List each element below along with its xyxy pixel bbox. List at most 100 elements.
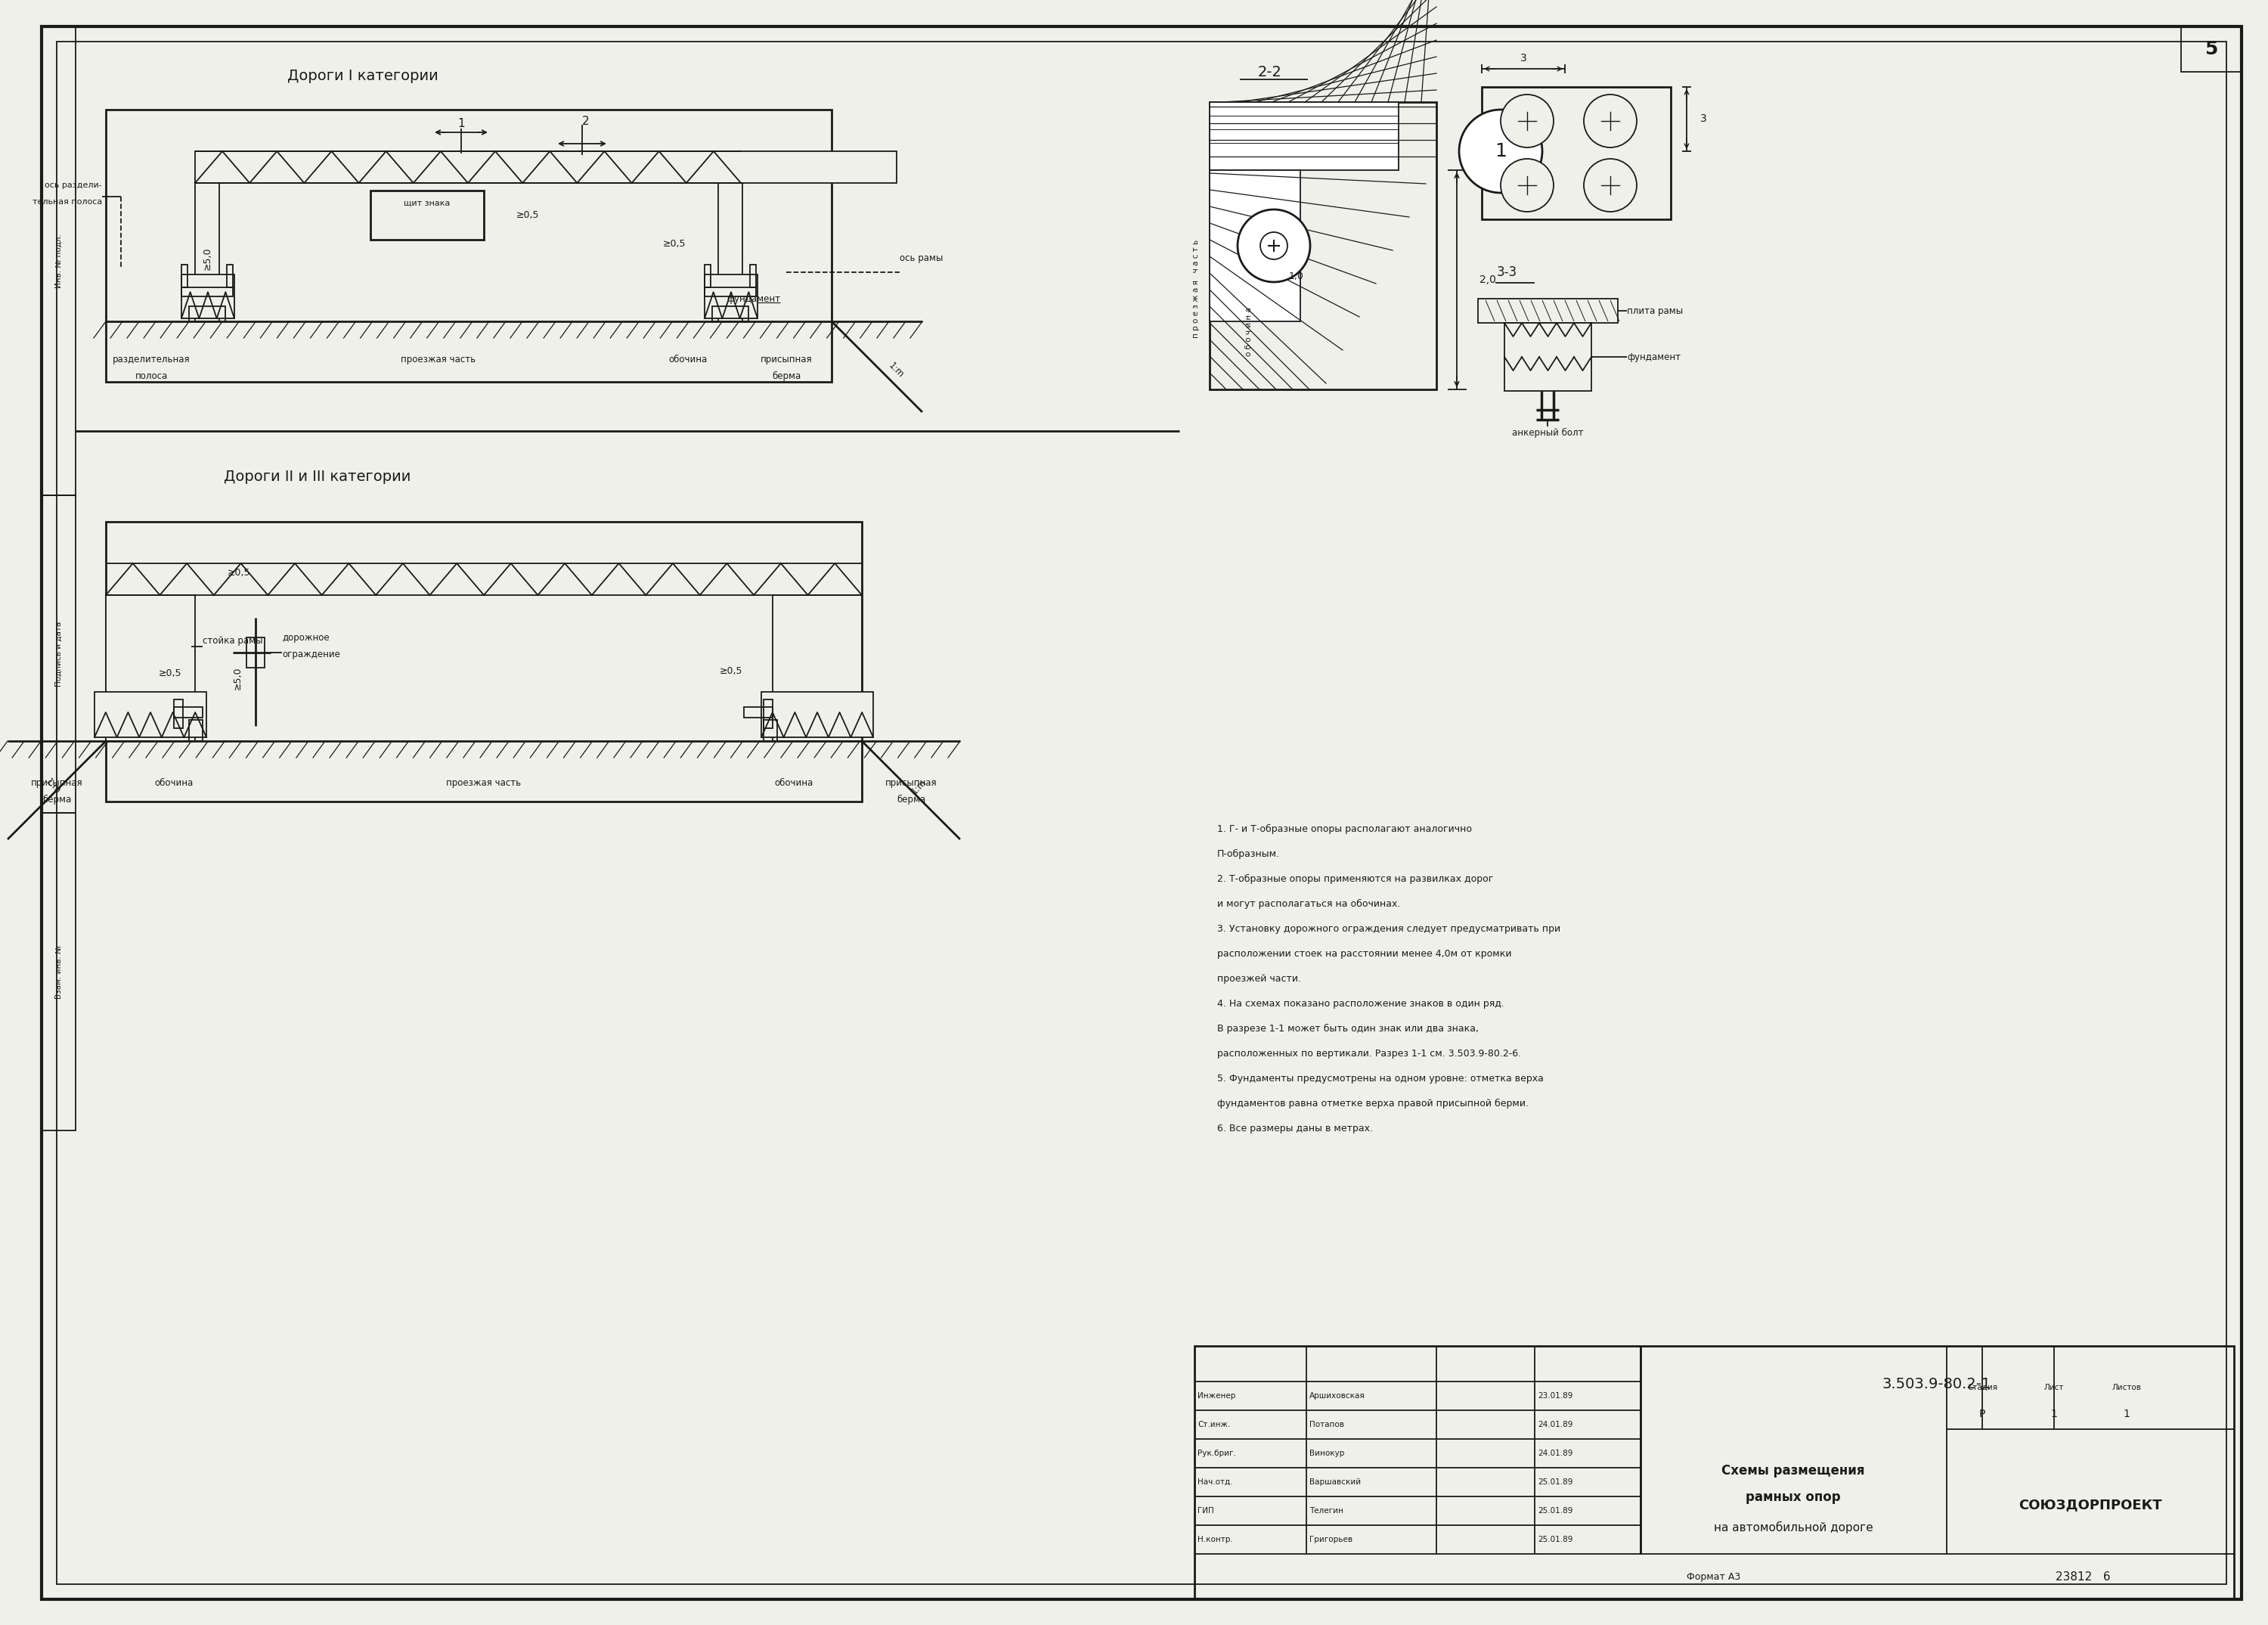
Bar — [188, 720, 202, 741]
Text: ограждение: ограждение — [281, 648, 340, 660]
Text: разделительная: разделительная — [113, 354, 191, 364]
Text: 2. Т-образные опоры применяются на развилках дорог: 2. Т-образные опоры применяются на разви… — [1218, 874, 1492, 884]
Text: 2: 2 — [583, 115, 590, 127]
Bar — [107, 595, 195, 741]
Bar — [1504, 323, 1592, 392]
Text: Нач.отд.: Нач.отд. — [1198, 1479, 1234, 1485]
Text: 1: 1 — [2123, 1409, 2130, 1419]
Text: Дороги I категории: Дороги I категории — [288, 68, 438, 83]
Text: стойка рамы: стойка рамы — [202, 635, 263, 645]
Bar — [41, 26, 75, 496]
Text: ось рамы: ось рамы — [900, 253, 943, 263]
Bar — [2182, 26, 2241, 72]
Text: Аршиховская: Аршиховская — [1309, 1393, 1365, 1399]
Text: обочина: обочина — [669, 354, 708, 364]
Bar — [181, 265, 188, 288]
Text: обочина: обочина — [773, 778, 814, 788]
Bar — [175, 707, 202, 718]
Bar — [773, 595, 862, 741]
Text: Рук.бриг.: Рук.бриг. — [1198, 1450, 1236, 1458]
Text: Потапов: Потапов — [1309, 1420, 1345, 1428]
Bar — [762, 692, 873, 738]
Text: полоса: полоса — [134, 371, 168, 380]
Text: Листов: Листов — [2112, 1384, 2141, 1391]
Text: берма: берма — [771, 371, 801, 380]
Bar — [41, 812, 75, 1131]
Bar — [195, 184, 220, 322]
Bar — [764, 699, 773, 728]
Bar — [1195, 1346, 2234, 1599]
Text: 1: 1 — [458, 117, 465, 128]
Text: В разрезе 1-1 может быть один знак или два знака,: В разрезе 1-1 может быть один знак или д… — [1218, 1024, 1479, 1034]
Text: Григорьев: Григорьев — [1309, 1536, 1352, 1544]
Circle shape — [1583, 94, 1637, 148]
Text: Инженер: Инженер — [1198, 1393, 1236, 1399]
Text: 1: 1 — [1495, 141, 1506, 161]
Text: 23.01.89: 23.01.89 — [1538, 1393, 1572, 1399]
Text: 5. Фундаменты предусмотрены на одном уровне: отметка верха: 5. Фундаменты предусмотрены на одном уро… — [1218, 1074, 1545, 1084]
Text: ≥0,5: ≥0,5 — [517, 210, 540, 219]
Text: п р о е з ж а я   ч а с т ь: п р о е з ж а я ч а с т ь — [1193, 239, 1200, 338]
Text: 25.01.89: 25.01.89 — [1538, 1536, 1572, 1544]
Bar — [95, 692, 206, 738]
Text: расположенных по вертикали. Разрез 1-1 см. 3.503.9-80.2-6.: расположенных по вертикали. Разрез 1-1 с… — [1218, 1048, 1522, 1058]
Text: о б о ч и н а: о б о ч и н а — [1245, 307, 1252, 356]
Bar — [1209, 102, 1436, 390]
Bar — [764, 720, 778, 741]
Bar — [175, 699, 184, 728]
Text: фундамент: фундамент — [726, 294, 780, 304]
Text: тельная полоса: тельная полоса — [32, 198, 102, 206]
Circle shape — [1501, 94, 1554, 148]
Text: Лист: Лист — [2043, 1384, 2064, 1391]
Bar — [1481, 88, 1672, 219]
Text: щит знака: щит знака — [404, 200, 451, 208]
Text: Винокур: Винокур — [1309, 1450, 1345, 1458]
Circle shape — [1261, 232, 1288, 260]
Bar — [188, 306, 225, 322]
Bar — [195, 151, 896, 184]
Text: рамных опор: рамных опор — [1746, 1490, 1842, 1505]
Text: плита рамы: плита рамы — [1626, 306, 1683, 315]
Circle shape — [1583, 159, 1637, 211]
Text: Стадия: Стадия — [1966, 1384, 1998, 1391]
Text: ≥5,0: ≥5,0 — [234, 666, 243, 689]
Bar — [247, 637, 265, 668]
Text: ≥0,5: ≥0,5 — [227, 567, 249, 577]
Text: присыпная: присыпная — [885, 778, 937, 788]
Text: 1:m: 1:m — [909, 777, 928, 796]
Text: Формат А3: Формат А3 — [1687, 1571, 1742, 1581]
Text: Р: Р — [1980, 1409, 1984, 1419]
Text: 5: 5 — [2204, 41, 2218, 58]
Text: присыпная: присыпная — [760, 354, 812, 364]
Bar — [107, 522, 862, 801]
Bar — [705, 288, 755, 296]
Text: 25.01.89: 25.01.89 — [1538, 1479, 1572, 1485]
Text: Телегин: Телегин — [1309, 1506, 1343, 1515]
Text: фундамент: фундамент — [1626, 353, 1681, 362]
Circle shape — [1501, 159, 1554, 211]
Bar — [227, 265, 234, 288]
Text: 3-3: 3-3 — [1497, 265, 1517, 280]
Text: Дороги II и III категории: Дороги II и III категории — [225, 470, 411, 484]
Text: ГИП: ГИП — [1198, 1506, 1213, 1515]
Text: ≥0,5: ≥0,5 — [719, 666, 742, 676]
Bar — [719, 184, 742, 322]
Text: Варшавский: Варшавский — [1309, 1479, 1361, 1485]
Bar — [1209, 102, 1399, 171]
Text: проезжая часть: проезжая часть — [447, 778, 522, 788]
Bar — [181, 288, 234, 296]
Text: Н.контр.: Н.контр. — [1198, 1536, 1234, 1544]
Text: 1: 1 — [2050, 1409, 2057, 1419]
Bar — [1479, 299, 1617, 323]
Text: проезжая часть: проезжая часть — [401, 354, 476, 364]
Bar — [41, 496, 75, 812]
Text: дорожное: дорожное — [281, 632, 329, 642]
Text: СОЮЗДОРПРОЕКТ: СОЮЗДОРПРОЕКТ — [2019, 1498, 2161, 1511]
Text: 2-2: 2-2 — [1259, 65, 1281, 80]
Bar — [705, 265, 710, 288]
Text: 24.01.89: 24.01.89 — [1538, 1420, 1572, 1428]
Text: 2,0: 2,0 — [1479, 275, 1497, 284]
Bar — [751, 265, 755, 288]
Text: 24.01.89: 24.01.89 — [1538, 1450, 1572, 1458]
Circle shape — [1238, 210, 1311, 283]
